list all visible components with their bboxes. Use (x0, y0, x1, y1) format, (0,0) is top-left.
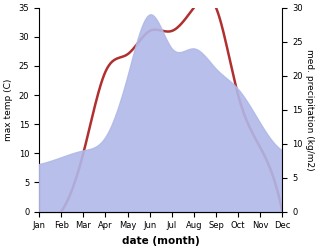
Y-axis label: med. precipitation (kg/m2): med. precipitation (kg/m2) (305, 49, 314, 170)
X-axis label: date (month): date (month) (122, 236, 200, 246)
Y-axis label: max temp (C): max temp (C) (4, 78, 13, 141)
